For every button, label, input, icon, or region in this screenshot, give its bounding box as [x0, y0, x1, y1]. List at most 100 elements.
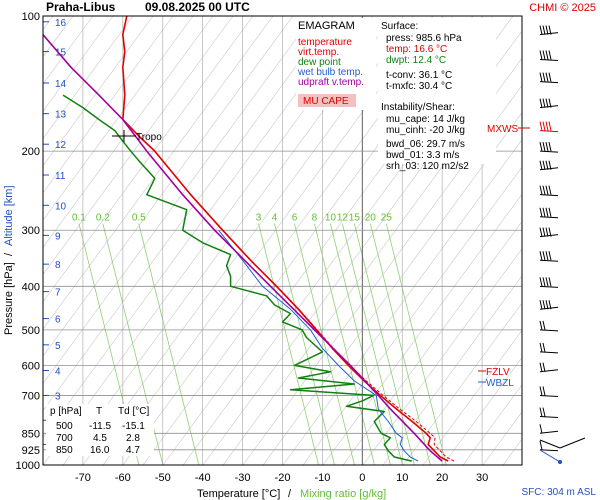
wind-barb-feather	[548, 300, 552, 310]
wbzl-label: WBZL	[486, 378, 514, 389]
wind-barb-staff	[539, 81, 559, 84]
altitude-tick-label: 16	[55, 18, 67, 29]
wind-barb-feather	[539, 424, 543, 434]
wind-barb	[539, 98, 559, 109]
wind-barb-staff	[539, 194, 559, 197]
pressure-tick-label: 500	[22, 325, 40, 337]
wind-barb-feather	[545, 277, 549, 287]
wind-barb-feather	[539, 160, 543, 170]
surface-heading: Surface:	[381, 21, 418, 32]
wind-barb	[539, 160, 559, 171]
pressure-tick-label: 400	[22, 281, 40, 293]
wind-barb-feather	[548, 72, 552, 82]
levels-table-cell: 500	[56, 421, 73, 432]
wind-barb-staff	[539, 449, 561, 463]
levels-table-header-p: p [hPa]	[50, 406, 82, 417]
adiabat-line	[43, 16, 214, 248]
altitude-tick-label: 7	[55, 288, 61, 299]
wind-barb	[539, 320, 559, 332]
instability-line-srh03: srh_03: 120 m2/s2	[386, 161, 469, 172]
adiabat-line	[43, 16, 294, 357]
temperature-tick-label: -70	[75, 472, 91, 484]
series-layer	[43, 16, 455, 462]
temperature-tick-label: -30	[235, 472, 251, 484]
temperature-tick-label: 30	[476, 472, 488, 484]
altitude-tick-label: 5	[55, 341, 61, 352]
wind-barb-feather	[539, 227, 543, 237]
wind-barb-feather	[548, 98, 552, 108]
wind-barb-staff	[539, 216, 559, 219]
wind-barb-feather	[545, 98, 549, 108]
pressure-tick-label: 850	[22, 428, 40, 440]
wind-barb-feather	[548, 277, 552, 287]
levels-table-cell: 16.0	[90, 445, 110, 456]
temperature-tick-label: -20	[275, 472, 291, 484]
temperature-tick-label: -10	[314, 472, 330, 484]
wind-barb-feather	[548, 160, 552, 170]
altitude-tick-label: 3	[55, 391, 61, 402]
levels-table-background	[46, 404, 154, 456]
wind-barb-staff	[539, 234, 559, 238]
adiabat-line	[342, 220, 522, 465]
wind-barb-feather	[545, 25, 549, 35]
wind-barb	[539, 440, 559, 452]
wind-barb-feather	[545, 72, 549, 82]
wind-barb-staff	[539, 285, 559, 288]
altitude-tick-label: 12	[55, 140, 67, 151]
surface-tmxfc: t-mxfc: 30.4 °C	[386, 81, 452, 92]
wind-barb-feather	[539, 300, 543, 310]
wind-barb-feather	[548, 25, 552, 35]
mixing-ratio-label: 12	[337, 213, 349, 224]
pressure-tick-label: 600	[22, 360, 40, 372]
wind-barb-feather	[542, 142, 546, 152]
mixing-ratio-label: 15	[349, 213, 361, 224]
wind-barb-staff	[559, 437, 586, 449]
wind-barb-feather	[545, 160, 549, 170]
adiabat-line	[43, 16, 314, 384]
wind-barb-feather	[542, 98, 546, 108]
adiabat-line	[543, 16, 600, 465]
adiabat-line	[262, 112, 522, 465]
wind-barb-staff	[539, 306, 559, 310]
legend: EMAGRAM temperature virt.temp. dew point…	[296, 18, 376, 110]
wind-barb-feather	[542, 277, 546, 287]
mixing-ratio-label: 0.1	[72, 213, 86, 224]
pressure-tick-label: 100	[22, 11, 40, 23]
mixing-ratio-line	[353, 223, 415, 465]
pressure-tick-label: 200	[22, 146, 40, 158]
x-axis-title: Temperature [°C] / Mixing ratio [g/kg]	[197, 488, 386, 500]
levels-table-header-t: T	[96, 406, 102, 417]
mixing-ratio-label: 25	[381, 213, 393, 224]
adiabat-line	[43, 16, 334, 412]
wind-barb	[539, 25, 559, 36]
wind-barb-feather	[545, 207, 549, 217]
temperature-tick-label: -60	[115, 472, 131, 484]
wind-barb-feather	[539, 251, 543, 261]
wind-barb-feather	[548, 142, 552, 152]
wind-barb-feather	[542, 160, 546, 170]
wind-barb-feather	[542, 121, 546, 131]
levels-table-cell: 4.7	[126, 445, 140, 456]
surface-temp: temp: 16.6 °C	[386, 44, 447, 55]
wind-barb-staff	[539, 329, 559, 332]
mixing-ratio-label: 10	[325, 213, 337, 224]
mixing-ratio-label: 0.2	[96, 213, 110, 224]
wind-barb-feather	[542, 342, 546, 353]
wind-barb	[539, 185, 559, 197]
wind-barb	[539, 362, 559, 373]
wind-barb-feather	[542, 386, 546, 396]
wind-barb	[539, 300, 559, 310]
wind-barb-staff	[539, 32, 559, 36]
levels-table-cell: 2.8	[126, 433, 140, 444]
instability-line-bwd06: bwd_06: 29.7 m/s	[386, 139, 465, 150]
wind-barb-staff	[539, 259, 559, 262]
fzlv-label: FZLV	[486, 367, 510, 378]
instability-line-mu-cinh: mu_cinh: -20 J/kg	[386, 125, 465, 136]
wind-barb-feather	[545, 121, 549, 131]
wind-barb-feather	[539, 320, 543, 330]
plot-border	[42, 15, 523, 466]
mixing-ratio-label: 3	[256, 213, 262, 224]
legend-item-wet-bulb: wet bulb temp.	[297, 67, 363, 78]
